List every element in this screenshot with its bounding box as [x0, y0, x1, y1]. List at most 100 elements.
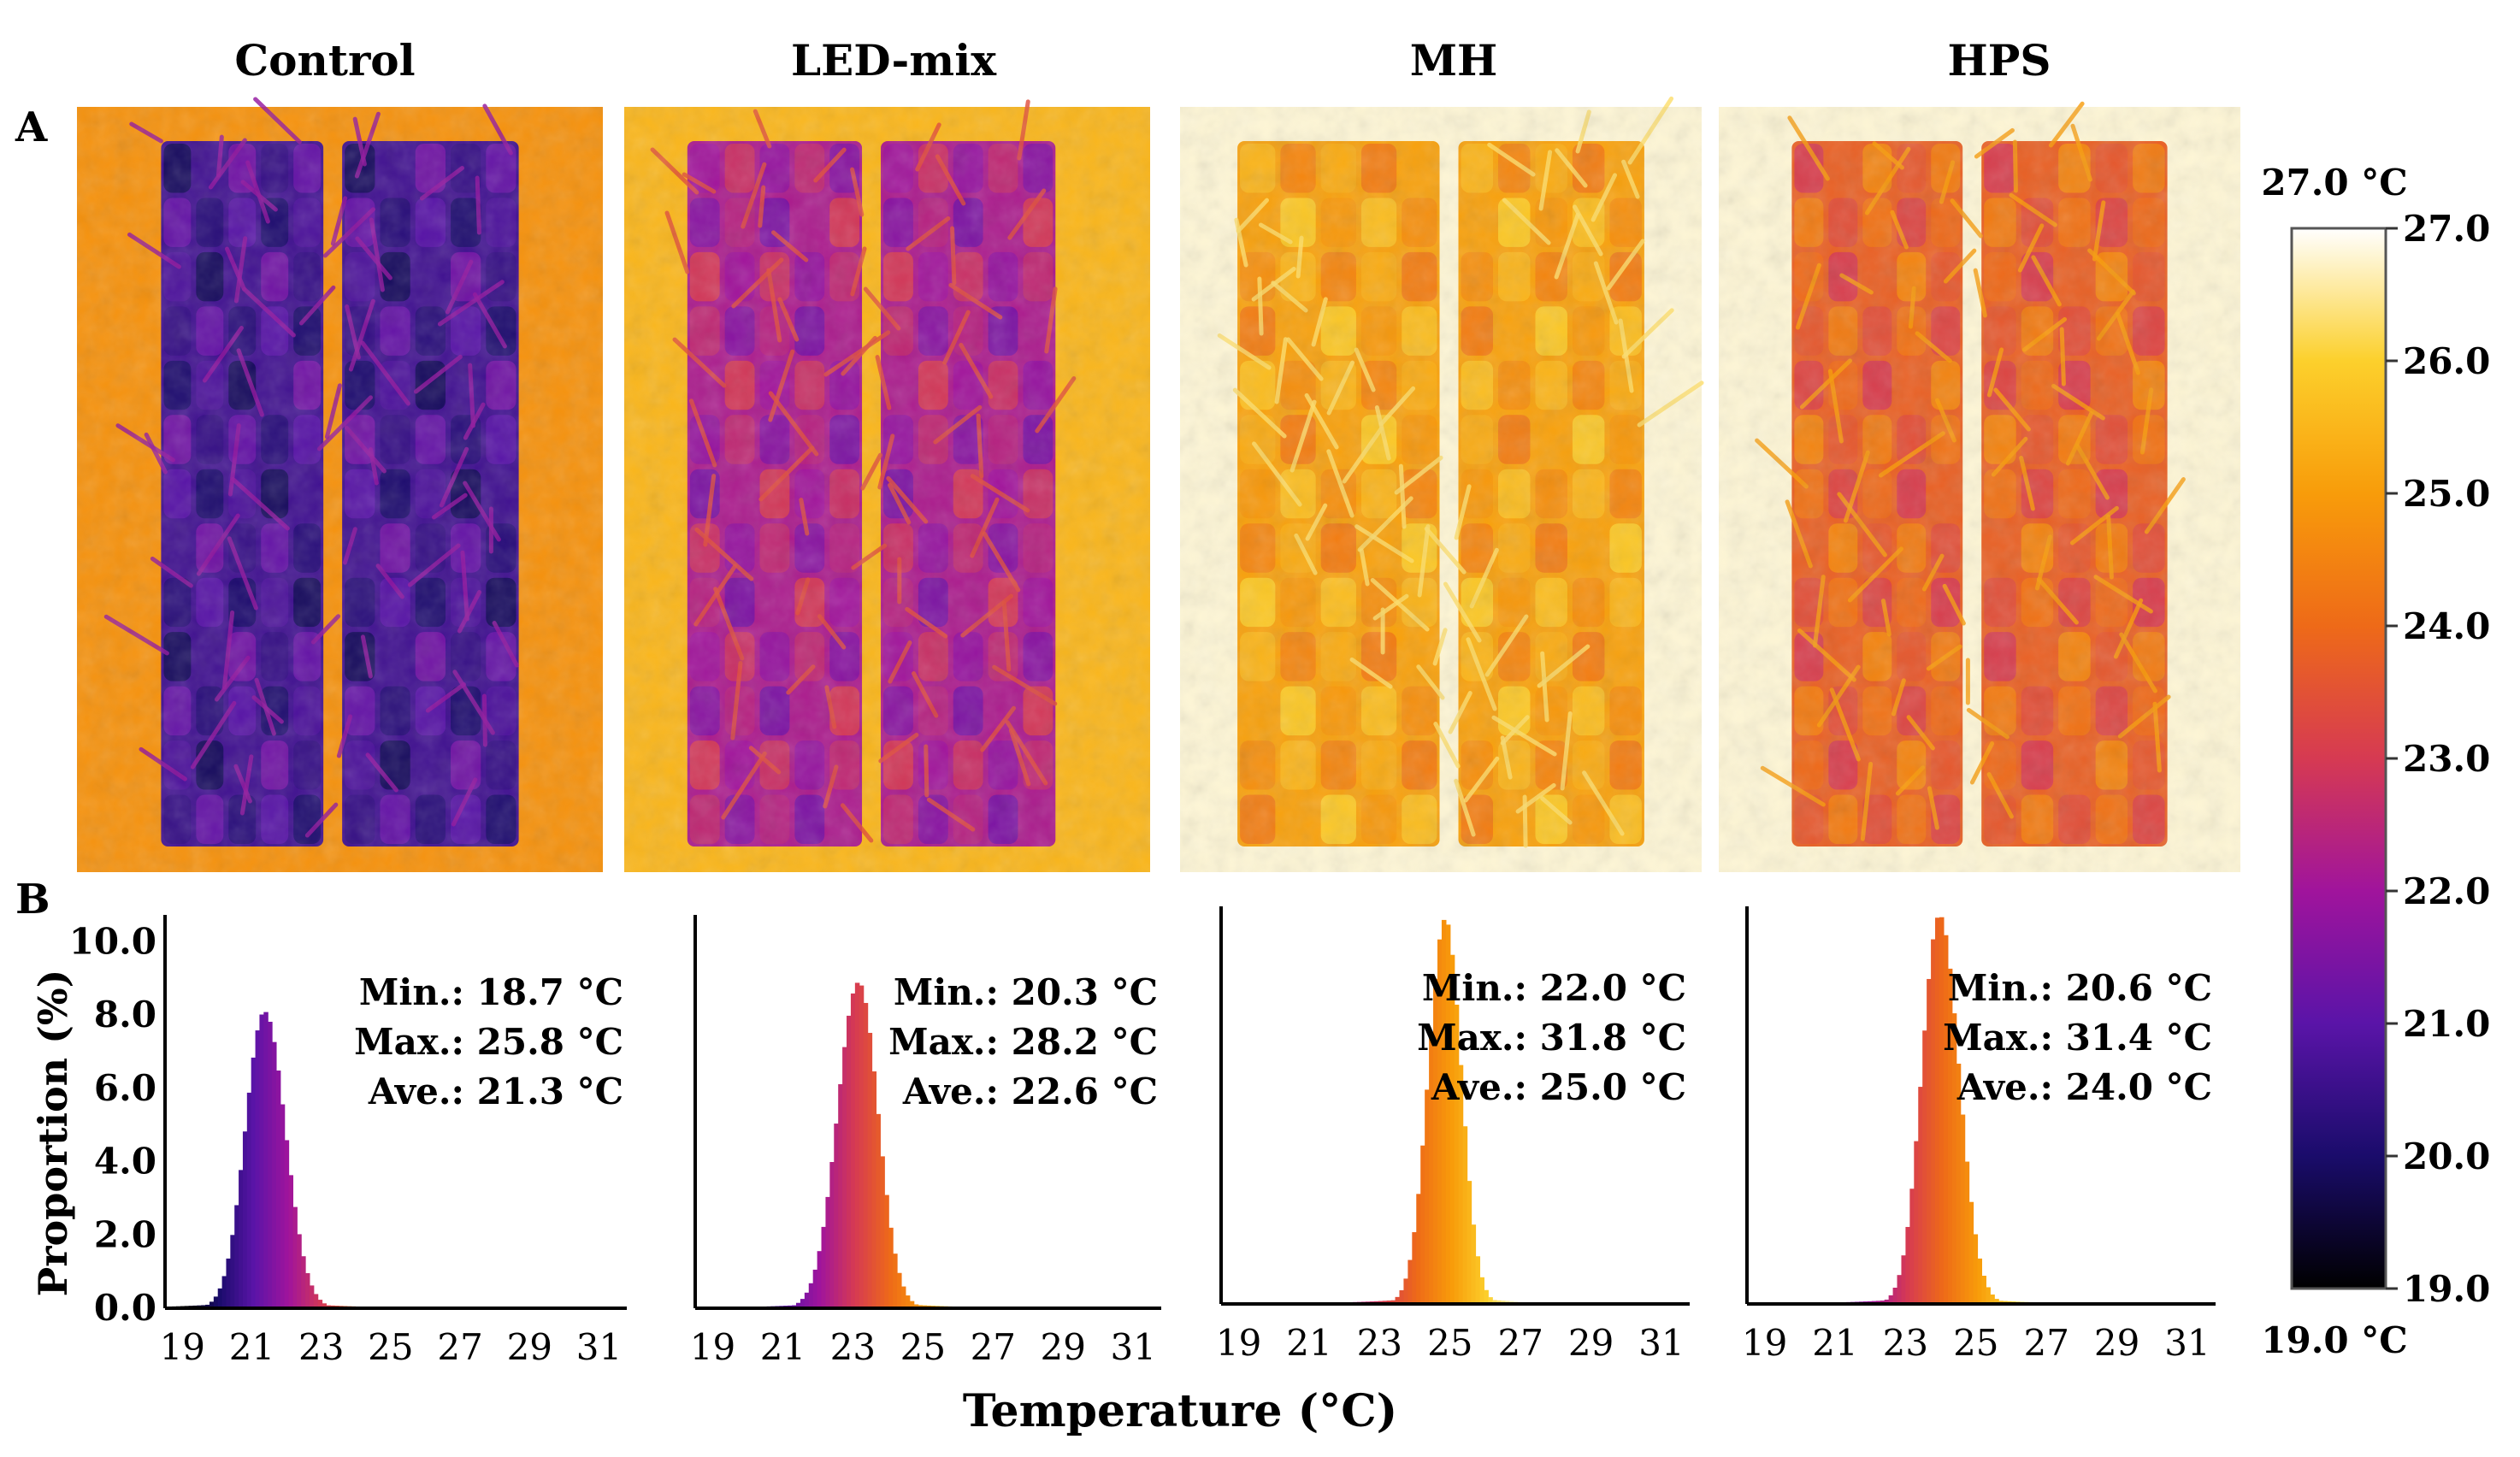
x-tick-label: 31 — [576, 1326, 622, 1368]
stats-label: Min.: 20.3 °C — [894, 971, 1158, 1013]
histogram-bar — [1412, 1232, 1417, 1304]
stats-label: Max.: 28.2 °C — [888, 1021, 1158, 1063]
histogram-bar — [888, 1228, 894, 1308]
histogram-bar — [1484, 1290, 1489, 1304]
x-tick-label: 25 — [1953, 1322, 1998, 1364]
x-tick-label: 27 — [437, 1326, 482, 1368]
thermal-images — [77, 98, 2240, 872]
x-tick-label: 25 — [1427, 1322, 1472, 1364]
stats-label: Ave.: 24.0 °C — [1956, 1066, 2212, 1108]
histogram-bar — [1472, 1224, 1477, 1304]
stats-label: Min.: 18.7 °C — [359, 971, 623, 1013]
histogram-bar — [276, 1071, 280, 1308]
title-hps: HPS — [1948, 35, 2051, 86]
histogram-bar — [1901, 1255, 1906, 1304]
histogram-bar — [1475, 1256, 1480, 1304]
histogram-bar — [842, 1047, 847, 1308]
x-tick-label: 31 — [2164, 1322, 2210, 1364]
histogram-bar — [297, 1234, 301, 1308]
y-tick-label: 8.0 — [94, 994, 156, 1035]
x-tick-label: 25 — [368, 1326, 413, 1368]
histogram-Control: 19 21 23 25 27 29 31 0.0 2.0 4.0 6.0 8.0 10.0 Min.: 1… — [69, 915, 627, 1368]
histogram-bar — [859, 986, 865, 1308]
histogram-bar — [847, 1016, 852, 1308]
histogram-bar — [906, 1295, 911, 1308]
thermal-texture — [1180, 107, 1702, 872]
histogram-bar — [263, 1012, 268, 1308]
histogram-bar — [1969, 1202, 1974, 1304]
colorbar-tick-label: 25.0 — [2403, 473, 2490, 515]
y-tick-label: 4.0 — [94, 1141, 156, 1183]
histogram-bar — [310, 1285, 314, 1308]
x-axis-label: Temperature (°C) — [963, 1385, 1397, 1437]
histogram-MH: 19 21 23 25 27 29 31 Min.: 22.0 °C Max.: 31.8 °C… — [1216, 906, 1690, 1364]
y-tick-label: 6.0 — [94, 1067, 156, 1109]
histogram-bar — [805, 1293, 810, 1308]
histogram-bar — [234, 1205, 239, 1308]
histogram-bar — [256, 1030, 260, 1308]
histogram-bar — [218, 1289, 222, 1308]
histogram-HPS: 19 21 23 25 27 29 31Min.: 20.6 °CMax.: 31.4 °C… — [1742, 906, 2216, 1364]
histogram-bar — [1420, 1146, 1425, 1304]
colorbar-ticks: 27.026.025.024.023.022.021.020.019.0 — [2386, 208, 2490, 1310]
colorbar-tick-label: 27.0 — [2403, 208, 2490, 250]
histogram-bar — [855, 982, 860, 1308]
stats-label: Ave.: 22.6 °C — [902, 1071, 1158, 1112]
stats-label: Ave.: 25.0 °C — [1431, 1066, 1686, 1108]
histogram-bar — [1981, 1276, 1986, 1304]
histogram-bar — [222, 1276, 227, 1308]
histogram-bar — [1893, 1288, 1898, 1304]
histogram-bar — [1416, 1194, 1421, 1304]
stats-label: Max.: 31.4 °C — [1943, 1017, 2212, 1059]
stats-label: Max.: 31.8 °C — [1417, 1017, 1686, 1059]
histogram-bar — [822, 1227, 827, 1308]
histogram-bar — [1467, 1181, 1472, 1304]
histogram-bar — [1931, 940, 1936, 1304]
histogram-LED-mix: 19 21 23 25 27 29 31Min.: 20.3 °CMax.: 28.2 °C… — [690, 915, 1161, 1368]
histogram-bar — [813, 1270, 818, 1308]
histogram-bar — [1974, 1234, 1979, 1304]
histogram-bar — [1905, 1227, 1910, 1304]
y-axis-label: Proportion (%) — [30, 970, 76, 1297]
x-tick-label: 23 — [830, 1326, 876, 1368]
histogram-bar — [1399, 1290, 1404, 1304]
histogram-bar — [1965, 1162, 1970, 1304]
histogram-bar — [1909, 1189, 1915, 1304]
x-tick-label: 23 — [298, 1326, 344, 1368]
histogram-bar — [301, 1256, 305, 1308]
x-tick-label: 31 — [1110, 1326, 1155, 1368]
histogram-bar — [1927, 979, 1932, 1304]
histogram-bar — [1408, 1260, 1413, 1304]
histogram-bar — [268, 1022, 272, 1308]
histogram-bar — [305, 1273, 310, 1308]
panel-label-a: A — [15, 103, 48, 151]
histogram-bar — [872, 1071, 877, 1308]
colorbar-tick-label: 24.0 — [2403, 605, 2490, 647]
histogram-bar — [285, 1140, 289, 1308]
x-tick-label: 21 — [760, 1326, 806, 1368]
colorbar-gradient — [2292, 228, 2386, 1289]
x-tick-label: 27 — [2023, 1322, 2069, 1364]
colorbar-min-label: 19.0 °C — [2261, 1319, 2407, 1361]
histogram-bar — [876, 1114, 881, 1308]
x-tick-label: 21 — [1286, 1322, 1331, 1364]
stats-label: Max.: 25.8 °C — [354, 1021, 623, 1063]
histogram-bar — [1935, 917, 1940, 1304]
histogram-bar — [851, 994, 856, 1308]
histogram-bar — [1479, 1277, 1484, 1304]
histogram-bar — [1939, 917, 1945, 1304]
stats-label: Min.: 22.0 °C — [1422, 967, 1686, 1009]
histogram-bar — [239, 1170, 243, 1308]
x-tick-label: 27 — [1497, 1322, 1543, 1364]
colorbar-tick-label: 21.0 — [2403, 1003, 2490, 1045]
x-tick-label: 19 — [160, 1326, 205, 1368]
colorbar-tick-label: 19.0 — [2403, 1268, 2490, 1310]
histogram-bar — [1918, 1087, 1923, 1304]
histogram-bar — [1425, 1089, 1430, 1304]
histogram-bar — [1986, 1287, 1991, 1304]
histogram-bar — [1463, 1126, 1468, 1304]
histogram-bar — [289, 1175, 293, 1308]
thermal-image-2 — [1180, 98, 1702, 872]
title-mh: MH — [1410, 35, 1498, 86]
histogram-bar — [251, 1058, 256, 1308]
